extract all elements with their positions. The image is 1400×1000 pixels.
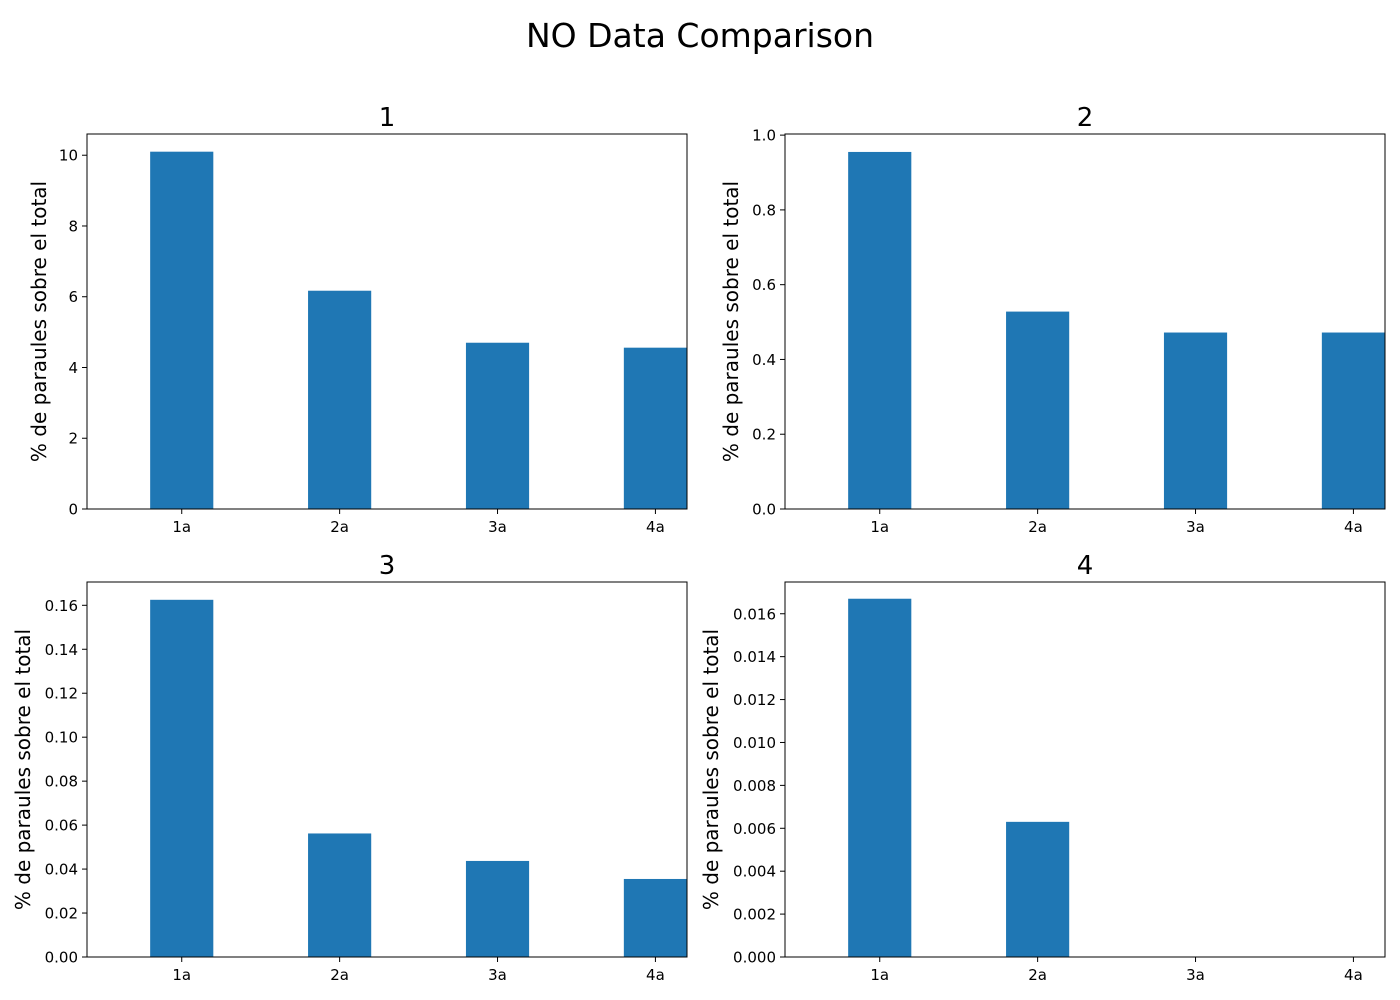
bar-2a bbox=[1006, 311, 1070, 509]
y-axis-label: % de paraules sobre el total bbox=[11, 629, 35, 910]
y-axis-label: % de paraules sobre el total bbox=[27, 181, 51, 462]
y-tick-label: 0 bbox=[68, 501, 78, 519]
x-tick-label: 3a bbox=[1186, 966, 1205, 984]
y-tick-label: 0.00 bbox=[45, 949, 78, 967]
bar-2a bbox=[1006, 821, 1070, 957]
y-tick-label: 2 bbox=[68, 430, 78, 448]
subplot-title: 1 bbox=[379, 103, 396, 133]
axes-frame bbox=[86, 133, 688, 510]
y-tick-label: 0.8 bbox=[752, 201, 776, 219]
subplot-title: 2 bbox=[1077, 103, 1094, 133]
y-tick-label: 0.014 bbox=[733, 648, 776, 666]
bar-3a bbox=[465, 342, 530, 509]
y-tick-label: 0.08 bbox=[45, 773, 78, 791]
y-tick-label: 0.4 bbox=[752, 351, 776, 369]
x-tick-label: 1a bbox=[870, 966, 889, 984]
y-tick-label: 0.12 bbox=[45, 685, 78, 703]
y-tick-label: 0.012 bbox=[733, 691, 776, 709]
y-tick-label: 1.0 bbox=[752, 127, 776, 145]
bar-2a bbox=[308, 290, 372, 509]
x-tick-label: 4a bbox=[646, 966, 665, 984]
y-tick-label: 0.2 bbox=[752, 426, 776, 444]
axes-frame bbox=[784, 581, 1386, 958]
x-tick-label: 3a bbox=[1186, 518, 1205, 536]
y-tick-label: 0.16 bbox=[45, 597, 78, 615]
y-tick-label: 10 bbox=[59, 147, 78, 165]
bar-1a bbox=[848, 151, 912, 509]
subplot-3: 3 0.00 0.02 0.04 0.06 0.08 0.10 0.12 0.14 0.16 1a 2… bbox=[11, 551, 688, 984]
y-tick-label: 8 bbox=[68, 217, 78, 235]
x-tick-label: 1a bbox=[172, 966, 191, 984]
axes-frame bbox=[784, 133, 1386, 510]
bar-3a bbox=[1163, 332, 1228, 509]
y-axis-label: % de paraules sobre el total bbox=[699, 629, 723, 910]
y-tick-label: 0.0 bbox=[752, 501, 776, 519]
subplot-title: 4 bbox=[1077, 551, 1094, 581]
y-axis-label: % de paraules sobre el total bbox=[719, 181, 743, 462]
y-tick-label: 0.000 bbox=[733, 949, 776, 967]
x-tick-label: 4a bbox=[1344, 518, 1363, 536]
x-tick-label: 2a bbox=[1028, 966, 1047, 984]
y-tick-label: 0.002 bbox=[733, 906, 776, 924]
y-tick-label: 0.04 bbox=[45, 861, 78, 879]
x-tick-label: 1a bbox=[172, 518, 191, 536]
y-tick-label: 0.02 bbox=[45, 905, 78, 923]
y-tick-label: 0.006 bbox=[733, 820, 776, 838]
x-tick-label: 2a bbox=[330, 966, 349, 984]
x-tick-label: 2a bbox=[330, 518, 349, 536]
y-tick-label: 0.004 bbox=[733, 863, 776, 881]
x-tick-label: 1a bbox=[870, 518, 889, 536]
x-tick-label: 3a bbox=[488, 518, 507, 536]
y-tick-label: 0.6 bbox=[752, 276, 776, 294]
y-tick-label: 6 bbox=[68, 288, 78, 306]
bar-4a bbox=[1321, 332, 1385, 509]
axes-frame bbox=[86, 581, 688, 958]
subplot-2: 2 0.0 0.2 0.4 0.6 0.8 1.0 1a 2a 3a 4a % de paraules… bbox=[719, 103, 1386, 536]
bar-4a bbox=[623, 878, 687, 957]
y-tick-label: 0.10 bbox=[45, 729, 78, 747]
bar-3a bbox=[465, 860, 530, 957]
figure-title: NO Data Comparison bbox=[526, 16, 874, 55]
bar-4a bbox=[623, 347, 687, 509]
x-tick-label: 4a bbox=[1344, 966, 1363, 984]
x-tick-label: 4a bbox=[646, 518, 665, 536]
subplot-title: 3 bbox=[379, 551, 396, 581]
bar-1a bbox=[848, 598, 912, 957]
y-tick-label: 0.010 bbox=[733, 734, 776, 752]
bar-1a bbox=[150, 599, 214, 957]
x-tick-label: 2a bbox=[1028, 518, 1047, 536]
bar-1a bbox=[150, 151, 214, 510]
subplot-4: 4 0.000 0.002 0.004 0.006 0.008 0.010 0.012 0.01… bbox=[699, 551, 1386, 984]
y-tick-label: 0.008 bbox=[733, 777, 776, 795]
x-tick-label: 3a bbox=[488, 966, 507, 984]
y-tick-label: 0.06 bbox=[45, 817, 78, 835]
y-tick-label: 4 bbox=[68, 359, 78, 377]
y-tick-label: 0.14 bbox=[45, 641, 78, 659]
y-tick-label: 0.016 bbox=[733, 605, 776, 623]
bar-2a bbox=[308, 833, 372, 957]
